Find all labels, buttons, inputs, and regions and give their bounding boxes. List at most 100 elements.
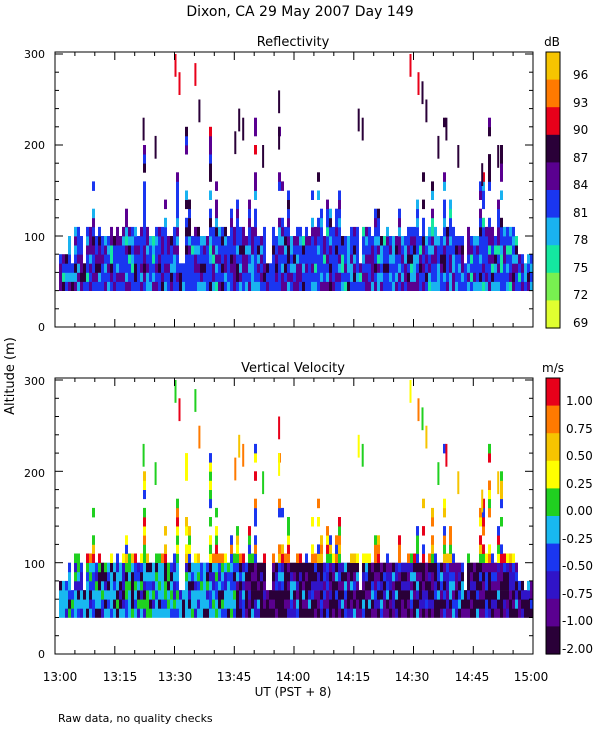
echo-cell xyxy=(269,272,272,282)
echo-cell xyxy=(209,462,212,472)
echo-cell xyxy=(449,263,452,273)
echo-cell xyxy=(332,599,335,609)
reflectivity-colorbar-label: 84 xyxy=(573,178,588,192)
echo-streak xyxy=(497,471,500,495)
echo-cell xyxy=(530,580,533,591)
echo-cell xyxy=(143,272,146,282)
echo-cell xyxy=(200,608,203,618)
echo-cell xyxy=(395,599,398,609)
echo-cell xyxy=(272,580,275,591)
echo-cell xyxy=(338,236,341,246)
echo-cell xyxy=(512,245,515,255)
echo-cell xyxy=(452,599,455,609)
echo-cell xyxy=(407,263,410,273)
echo-cell xyxy=(473,245,476,255)
echo-cell xyxy=(398,590,401,600)
echo-cell xyxy=(392,263,395,273)
echo-cell xyxy=(296,562,299,573)
echo-cell xyxy=(497,580,500,591)
echo-cell xyxy=(431,263,434,273)
echo-cell xyxy=(143,544,146,554)
echo-cell xyxy=(311,236,314,246)
echo-cell xyxy=(173,236,176,246)
echo-cell xyxy=(242,245,245,255)
echo-cell xyxy=(344,599,347,609)
echo-cell xyxy=(263,553,266,563)
echo-cell xyxy=(428,226,431,237)
echo-cell xyxy=(275,263,278,273)
echo-cell xyxy=(254,181,257,191)
echo-cell xyxy=(257,571,260,582)
echo-cell xyxy=(242,562,245,573)
echo-cell xyxy=(458,236,461,246)
echo-cell xyxy=(89,553,92,563)
echo-cell xyxy=(197,590,200,600)
echo-cell xyxy=(515,608,518,618)
echo-cell xyxy=(260,281,263,291)
echo-cell xyxy=(98,553,101,563)
echo-cell xyxy=(362,281,365,291)
echo-cell xyxy=(176,526,179,536)
echo-cell xyxy=(335,226,338,237)
echo-cell xyxy=(254,498,257,509)
echo-cell xyxy=(185,526,188,536)
colorbar-band xyxy=(546,272,560,301)
reflectivity-colorbar-label: 69 xyxy=(573,316,588,330)
echo-cell xyxy=(392,245,395,255)
echo-cell xyxy=(494,236,497,246)
echo-cell xyxy=(215,544,218,554)
echo-cell xyxy=(209,553,212,563)
echo-cell xyxy=(524,608,527,618)
echo-cell xyxy=(353,608,356,618)
echo-cell xyxy=(287,526,290,536)
echo-cell xyxy=(254,599,257,609)
echo-cell xyxy=(110,263,113,273)
echo-cell xyxy=(305,272,308,282)
echo-cell xyxy=(215,199,218,210)
echo-cell xyxy=(179,599,182,609)
echo-cell xyxy=(185,590,188,600)
echo-cell xyxy=(515,254,518,264)
echo-cell xyxy=(86,263,89,273)
echo-cell xyxy=(476,580,479,591)
echo-cell xyxy=(356,553,359,563)
echo-cell xyxy=(476,263,479,273)
echo-cell xyxy=(335,217,338,228)
echo-cell xyxy=(236,217,239,228)
echo-cell xyxy=(491,236,494,246)
echo-cell xyxy=(143,599,146,609)
echo-cell xyxy=(200,236,203,246)
echo-cell xyxy=(341,608,344,618)
echo-cell xyxy=(488,281,491,291)
echo-cell xyxy=(503,226,506,237)
echo-cell xyxy=(332,562,335,573)
echo-cell xyxy=(92,590,95,600)
echo-cell xyxy=(236,562,239,573)
velocity-ytick-label: 100 xyxy=(24,558,45,571)
echo-cell xyxy=(500,544,503,554)
echo-cell xyxy=(365,571,368,582)
echo-cell xyxy=(452,553,455,563)
echo-cell xyxy=(452,562,455,573)
echo-cell xyxy=(218,281,221,291)
echo-cell xyxy=(248,562,251,573)
echo-cell xyxy=(491,254,494,264)
echo-cell xyxy=(398,217,401,228)
echo-cell xyxy=(503,245,506,255)
echo-cell xyxy=(479,544,482,554)
echo-streak xyxy=(198,425,201,449)
echo-cell xyxy=(95,608,98,618)
echo-cell xyxy=(92,544,95,554)
echo-cell xyxy=(332,553,335,563)
echo-cell xyxy=(500,590,503,600)
echo-cell xyxy=(212,254,215,264)
echo-cell xyxy=(284,580,287,591)
echo-cell xyxy=(215,608,218,618)
echo-cell xyxy=(449,608,452,618)
echo-cell xyxy=(314,599,317,609)
echo-streak xyxy=(238,434,241,458)
echo-cell xyxy=(497,254,500,264)
echo-cell xyxy=(335,590,338,600)
echo-cell xyxy=(281,272,284,282)
echo-cell xyxy=(143,471,146,481)
